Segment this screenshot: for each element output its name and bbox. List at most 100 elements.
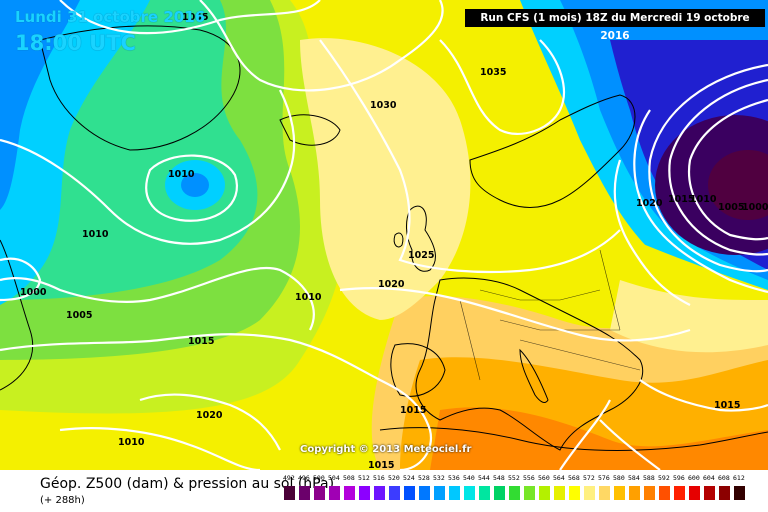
isobar-1030-north: [199, 0, 444, 92]
italy-coast: [519, 348, 549, 403]
map-time: 18:00 UTC: [15, 31, 136, 55]
isobar-1020: [339, 286, 691, 342]
scale-label: 528: [418, 474, 430, 482]
scale-swatch: [524, 486, 535, 500]
weather-map: 1035 1035 1030 1010 1010 1000 1005 1010 …: [0, 0, 768, 470]
scale-swatch: [689, 486, 700, 500]
band-deep-orange: [430, 407, 768, 470]
scale-swatch: [704, 486, 715, 500]
scale-label: 604: [703, 474, 715, 482]
scale-label: 560: [538, 474, 550, 482]
pressure-label: 1010: [118, 437, 145, 448]
scale-swatch: [674, 486, 685, 500]
isobar-1010-west: [0, 89, 296, 245]
pressure-label: 1015: [188, 336, 214, 347]
scale-label: 540: [463, 474, 475, 482]
isobar-1020-south: [139, 393, 281, 451]
scale-swatch: [329, 486, 340, 500]
pressure-label: 1005: [718, 202, 744, 213]
isobar-1035-ne: [439, 39, 565, 135]
isobar-1010-east: [648, 63, 768, 273]
scale-label: 496: [298, 474, 310, 482]
scale-label: 492: [283, 474, 295, 482]
iberia-coast: [390, 343, 446, 397]
scale-label: 504: [328, 474, 340, 482]
isobar-1020-east: [613, 159, 691, 306]
pressure-label: 1010: [690, 194, 717, 205]
isobar-1000-east: [687, 98, 768, 241]
isobar-1015-east-outer: [633, 109, 768, 294]
scale-label: 508: [343, 474, 355, 482]
scale-label: 596: [673, 474, 685, 482]
isobar-1015: [0, 333, 433, 470]
scale-swatch: [734, 486, 745, 500]
scale-label: 584: [628, 474, 640, 482]
scale-label: 524: [403, 474, 415, 482]
scale-label: 500: [313, 474, 325, 482]
scale-label: 576: [598, 474, 610, 482]
isobar-1015-se: [599, 419, 661, 470]
pressure-label: 1005: [66, 310, 92, 321]
pressure-label: 1000: [20, 287, 47, 298]
scale-swatch: [419, 486, 430, 500]
ireland-coast: [393, 232, 404, 248]
continental-europe-coast: [415, 277, 644, 451]
pressure-label: 1020: [378, 279, 405, 290]
scale-label: 564: [553, 474, 565, 482]
scale-swatch: [434, 486, 445, 500]
scale-label: 544: [478, 474, 490, 482]
color-scale: 492 496 500 504 508 512 516 520 524 528 532 536 540 5…: [283, 474, 754, 508]
scale-swatch: [599, 486, 610, 500]
isobar-1035-nw: [59, 0, 321, 35]
border-line-4: [459, 299, 481, 381]
canada-coast: [0, 239, 34, 391]
pressure-label: 1010: [295, 292, 322, 303]
border-line-1: [479, 289, 601, 301]
isobar-1005-east: [668, 78, 768, 256]
scale-swatch: [389, 486, 400, 500]
band-cold-west: [0, 0, 80, 210]
pressure-label: 1015: [368, 460, 394, 470]
scale-swatch: [284, 486, 295, 500]
border-line-3: [519, 339, 641, 371]
scale-label: 612: [733, 474, 745, 482]
deep-low-center: [708, 150, 768, 220]
scale-swatch: [719, 486, 730, 500]
scale-label: 600: [688, 474, 700, 482]
pressure-label: 1035: [480, 67, 506, 78]
scale-swatch: [554, 486, 565, 500]
isobar-1010-south: [59, 427, 261, 470]
scale-swatch: [314, 486, 325, 500]
isobar-1005: [0, 266, 315, 331]
pressure-label: 1020: [636, 198, 663, 209]
scale-label: 516: [373, 474, 385, 482]
map-date: Lundi 31 octobre 2016: [15, 8, 206, 26]
pressure-label: 1035: [182, 12, 208, 23]
legend-title: Géop. Z500 (dam) & pression au sol (hPa): [40, 476, 335, 492]
border-line-5: [599, 249, 621, 331]
scale-swatch: [449, 486, 460, 500]
scale-swatch: [644, 486, 655, 500]
isobar-labels: 1035 1035 1030 1010 1010 1000 1005 1010 …: [20, 12, 768, 470]
pressure-label: 1000: [742, 202, 768, 213]
scale-label: 548: [493, 474, 505, 482]
pressure-label: 1010: [82, 229, 109, 240]
iceland-coast: [279, 114, 341, 146]
band-pale-east: [610, 280, 768, 353]
scale-swatch: [359, 486, 370, 500]
scale-label: 536: [448, 474, 460, 482]
scale-label: 556: [523, 474, 535, 482]
scale-swatch: [539, 486, 550, 500]
isobar-1025: [319, 39, 621, 274]
scale-label: 552: [508, 474, 520, 482]
scale-swatch: [584, 486, 595, 500]
pressure-label: 1010: [168, 169, 195, 180]
scale-label: 608: [718, 474, 730, 482]
scandinavia-coast: [469, 94, 636, 208]
pressure-label: 1025: [408, 250, 434, 261]
scale-label: 532: [433, 474, 445, 482]
ridge-pale: [300, 38, 471, 321]
pressure-label: 1030: [370, 100, 397, 111]
scale-swatch: [629, 486, 640, 500]
scale-swatch: [494, 486, 505, 500]
